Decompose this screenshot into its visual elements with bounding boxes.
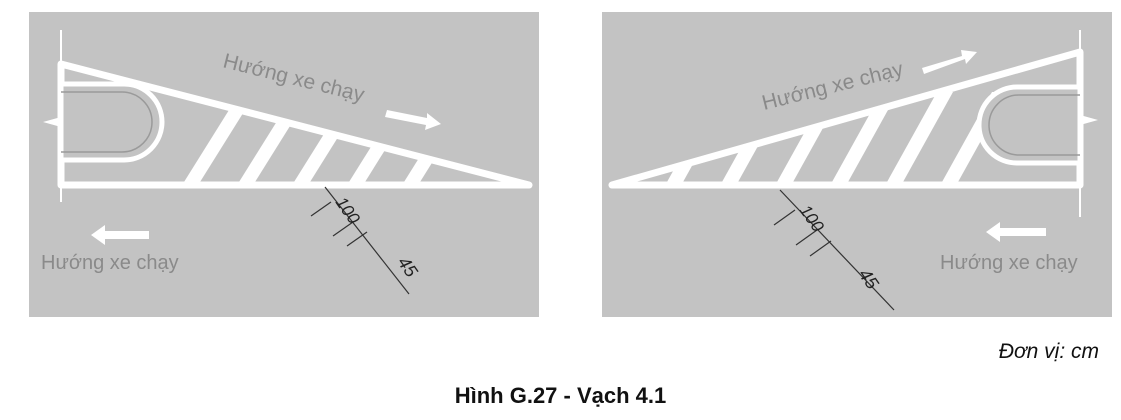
hatch-stripe xyxy=(184,102,250,182)
dimension-tick xyxy=(809,240,832,257)
island-nose xyxy=(58,81,165,163)
arrow-right-icon xyxy=(922,50,977,74)
arrow-left-icon xyxy=(91,225,149,245)
right-diagram-panel: Hướng xe chạy Hướng xe chạy 100 45 xyxy=(602,12,1112,317)
island-inner-edge xyxy=(61,91,153,153)
island-nose xyxy=(976,84,1083,166)
arrow-left-icon xyxy=(986,222,1046,242)
dimension-tick xyxy=(795,229,818,246)
direction-label-bottom: Hướng xe chạy xyxy=(41,252,179,274)
dimension-tick xyxy=(310,201,332,217)
figure-caption: Hình G.27 - Vạch 4.1 xyxy=(454,383,667,408)
units-label: Đơn vị: cm xyxy=(998,340,1099,363)
dimension-tick xyxy=(346,231,368,247)
left-diagram-panel: Hướng xe chạy Hướng xe chạy 100 45 xyxy=(29,12,539,317)
right-diagram: Hướng xe chạy Hướng xe chạy 100 45 xyxy=(602,12,1112,317)
dimension-tick xyxy=(773,209,796,226)
dimension-line xyxy=(324,186,410,295)
arrow-right-icon xyxy=(385,110,441,130)
curb-marker xyxy=(43,117,61,127)
dimension-line xyxy=(779,189,895,311)
hatch-stripe xyxy=(832,92,898,182)
direction-label-bottom: Hướng xe chạy xyxy=(940,252,1078,274)
curb-marker xyxy=(1080,115,1098,125)
hatch-stripe xyxy=(887,92,953,182)
dimension-tick xyxy=(332,221,354,237)
left-diagram: Hướng xe chạy Hướng xe chạy 100 45 xyxy=(29,12,539,317)
island-inner-edge xyxy=(988,94,1080,156)
